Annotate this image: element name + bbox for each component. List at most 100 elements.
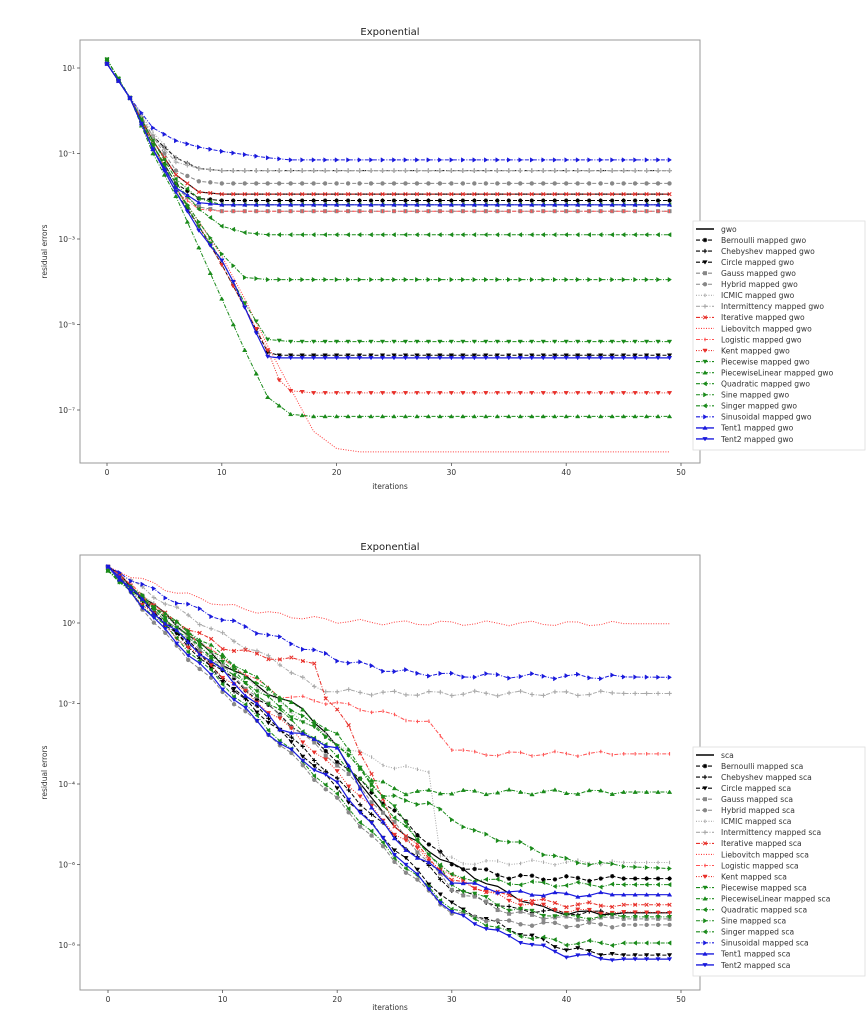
data-point (231, 648, 237, 654)
data-point (644, 276, 650, 283)
data-point (322, 202, 328, 207)
data-point (300, 740, 306, 745)
data-point (426, 787, 432, 792)
data-point (450, 670, 455, 676)
data-point (208, 190, 213, 196)
data-point (597, 413, 604, 419)
data-point (518, 276, 523, 283)
data-point (666, 892, 673, 897)
data-point (276, 202, 282, 207)
data-point (575, 232, 580, 238)
data-point (323, 743, 329, 748)
data-point (277, 276, 282, 283)
data-point (460, 356, 466, 361)
bottom-chart-sca: Exponential 0 10 20 30 40 50 10⁰ 10⁻² 10⁻⁴ 10⁻⁶ 10⁻… (40, 542, 866, 1012)
data-point (253, 319, 259, 324)
x-tick-label: 20 (332, 468, 342, 477)
data-point (632, 168, 638, 173)
data-point (402, 391, 409, 396)
data-point (563, 391, 569, 396)
data-point (644, 881, 649, 888)
data-point (667, 691, 672, 696)
data-point (644, 232, 649, 238)
data-point (460, 191, 466, 197)
data-point (334, 157, 340, 163)
data-point (644, 876, 649, 881)
data-point (173, 168, 179, 173)
data-point (254, 168, 259, 173)
data-point (414, 198, 420, 203)
data-point (575, 191, 580, 197)
data-point (564, 191, 569, 197)
series-circle-mapped-sca (105, 564, 673, 958)
data-point (391, 168, 397, 173)
data-point (380, 779, 386, 784)
legend-item: Sine mapped gwo (696, 391, 789, 400)
legend-marker (702, 963, 708, 968)
data-point (357, 819, 362, 826)
data-point (335, 775, 340, 781)
data-point (334, 168, 339, 173)
data-point (609, 881, 615, 887)
data-point (655, 413, 661, 419)
data-point (667, 674, 672, 680)
data-point (243, 623, 248, 630)
data-point (254, 648, 260, 654)
data-point (483, 917, 489, 922)
legend-marker (702, 786, 708, 791)
data-point (632, 202, 638, 207)
data-point (414, 181, 420, 186)
data-point (461, 674, 466, 680)
data-point (379, 353, 386, 358)
data-point (621, 691, 626, 696)
data-point (460, 913, 466, 919)
data-point (334, 198, 339, 203)
data-point (575, 391, 581, 396)
data-point (586, 787, 592, 793)
data-point (564, 855, 569, 861)
data-point (655, 339, 661, 345)
data-point (586, 881, 592, 888)
data-point (208, 667, 213, 673)
data-point (288, 726, 295, 731)
data-point (208, 663, 214, 668)
data-point (438, 670, 443, 677)
data-point (220, 654, 226, 660)
legend-item: ICMIC mapped gwo (696, 291, 795, 300)
data-point (575, 413, 581, 419)
data-point (552, 356, 558, 361)
data-point (310, 202, 317, 207)
data-point (667, 198, 672, 203)
data-point (289, 641, 294, 647)
chart-title: Exponential (360, 542, 419, 553)
legend-label: PiecewiseLinear mapped sca (721, 894, 830, 903)
data-point (494, 790, 501, 795)
data-point (311, 276, 317, 283)
data-point (621, 232, 626, 238)
data-point (540, 353, 546, 358)
data-point (403, 168, 408, 173)
data-point (346, 660, 352, 666)
data-point (529, 923, 535, 928)
data-point (230, 226, 236, 233)
data-point (586, 952, 592, 957)
data-point (644, 940, 649, 946)
data-point (197, 666, 202, 672)
data-point (575, 276, 581, 283)
data-point (656, 674, 661, 680)
data-point (632, 940, 637, 946)
x-tick-label: 30 (447, 995, 457, 1004)
data-point (610, 861, 615, 867)
legend-label: PiecewiseLinear mapped gwo (721, 368, 834, 377)
data-point (540, 339, 546, 345)
data-point (644, 191, 649, 197)
data-point (357, 232, 362, 238)
data-point (161, 172, 168, 177)
data-point (196, 224, 202, 229)
data-point (564, 198, 569, 203)
data-point (369, 157, 374, 163)
data-point (414, 872, 421, 877)
data-point (392, 793, 397, 799)
data-point (288, 740, 295, 745)
